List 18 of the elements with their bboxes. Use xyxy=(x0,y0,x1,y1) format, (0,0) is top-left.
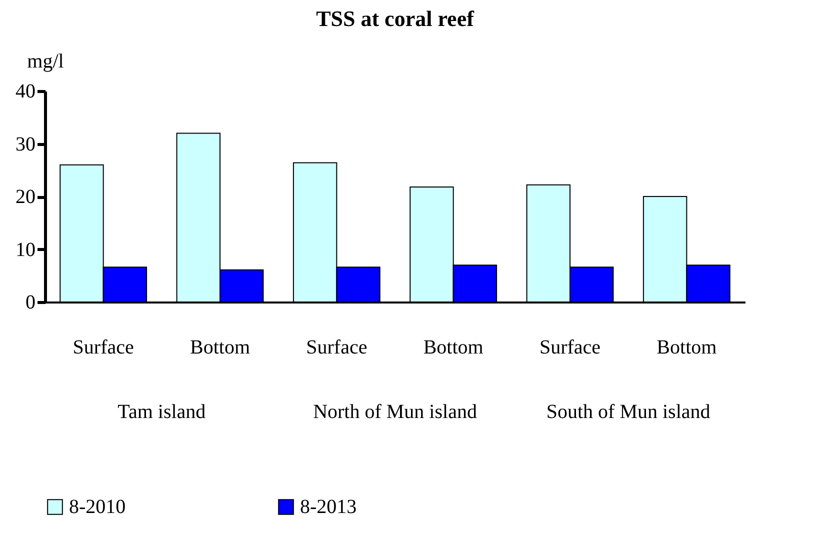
chart-title: TSS at coral reef xyxy=(316,6,475,31)
x-tick-label: Bottom xyxy=(423,336,484,358)
x-tick-label: Surface xyxy=(306,336,368,358)
text: South of Mun island xyxy=(546,401,710,423)
y-tick-label: 10 xyxy=(16,238,36,261)
text: North of Mun island xyxy=(313,401,477,423)
x-tick-label: Surface xyxy=(539,336,601,358)
legend-label: 8-2013 xyxy=(300,496,357,518)
y-tick-label: 40 xyxy=(16,80,36,102)
y-axis-title: mg/l xyxy=(27,50,64,72)
x-tick-label: Surface xyxy=(72,336,134,358)
y-tick-label: 20 xyxy=(16,186,36,208)
x-tick-label: Bottom xyxy=(656,336,718,358)
y-tick-label: 30 xyxy=(16,133,36,156)
text: Tam island xyxy=(118,401,206,423)
y-tick-label: 0 xyxy=(26,292,36,314)
x-tick-label: Bottom xyxy=(190,336,250,358)
legend-label: 8-2010 xyxy=(69,496,126,518)
